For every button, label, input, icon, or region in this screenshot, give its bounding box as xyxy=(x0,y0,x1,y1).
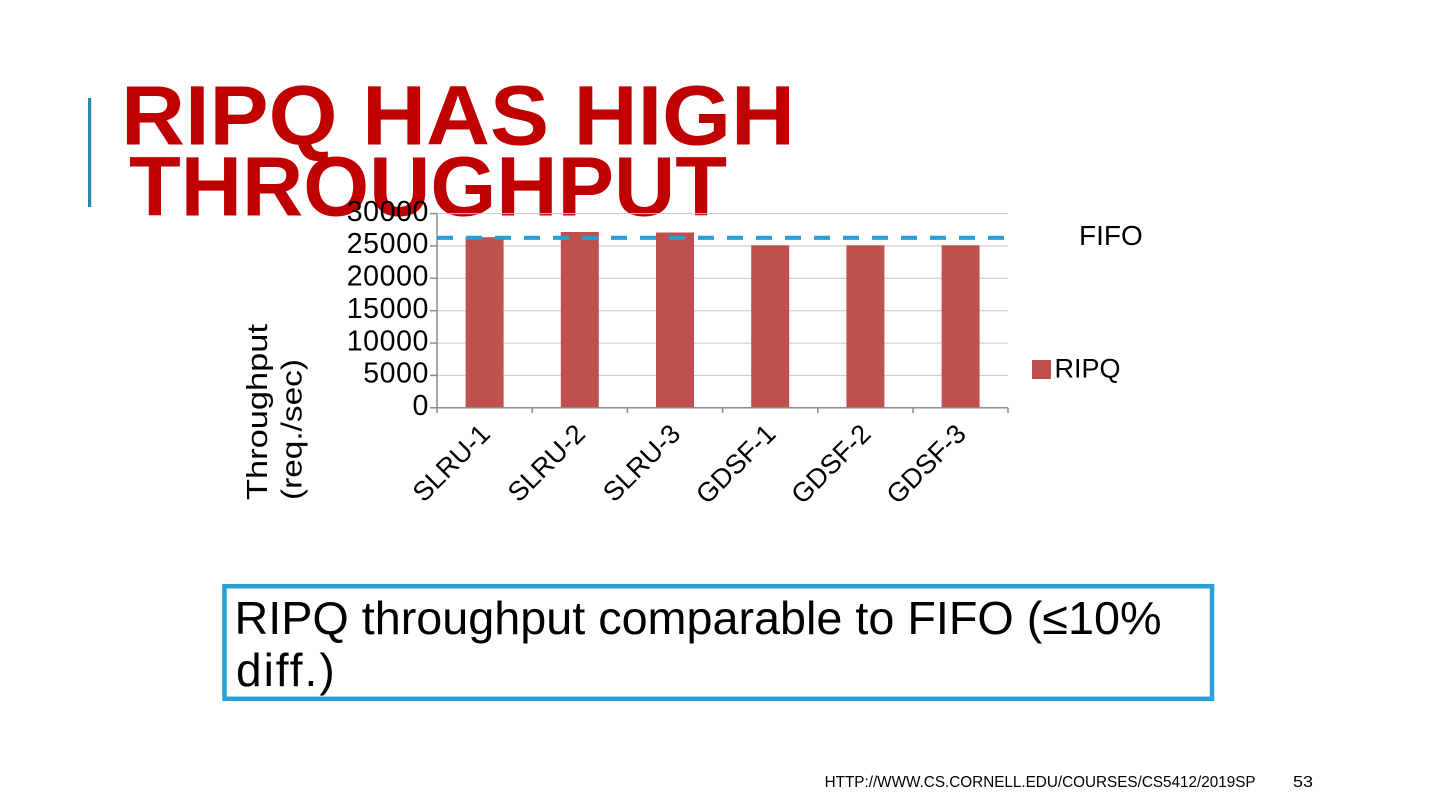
svg-text:Throughput: Throughput xyxy=(242,324,274,500)
svg-text:diff.): diff.) xyxy=(236,644,337,696)
svg-text:GDSF-2: GDSF-2 xyxy=(785,419,876,510)
svg-text:(req./sec): (req./sec) xyxy=(277,359,309,500)
svg-text:RIPQ HAS HIGH: RIPQ HAS HIGH xyxy=(121,69,795,163)
svg-text:RIPQ: RIPQ xyxy=(1055,353,1121,383)
svg-text:25000: 25000 xyxy=(347,228,429,260)
svg-text:30000: 30000 xyxy=(347,196,429,228)
svg-text:15000: 15000 xyxy=(347,293,429,325)
svg-text:53: 53 xyxy=(1293,774,1313,791)
svg-text:5000: 5000 xyxy=(363,358,429,390)
svg-text:FIFO: FIFO xyxy=(1079,220,1143,251)
svg-text:THROUGHPUT: THROUGHPUT xyxy=(129,140,727,234)
svg-text:10000: 10000 xyxy=(347,325,429,357)
svg-text:SLRU-3: SLRU-3 xyxy=(597,419,686,508)
svg-text:20000: 20000 xyxy=(347,261,429,293)
svg-text:GDSF-3: GDSF-3 xyxy=(881,419,972,510)
svg-text:SLRU-2: SLRU-2 xyxy=(502,419,591,508)
svg-text:HTTP://WWW.CS.CORNELL.EDU/COUR: HTTP://WWW.CS.CORNELL.EDU/COURSES/CS5412… xyxy=(825,774,1256,791)
svg-text:SLRU-1: SLRU-1 xyxy=(407,419,496,508)
svg-text:RIPQ throughput comparable to: RIPQ throughput comparable to FIFO (≤10% xyxy=(235,592,1162,644)
svg-text:0: 0 xyxy=(413,390,429,422)
svg-text:GDSF-1: GDSF-1 xyxy=(690,419,781,510)
